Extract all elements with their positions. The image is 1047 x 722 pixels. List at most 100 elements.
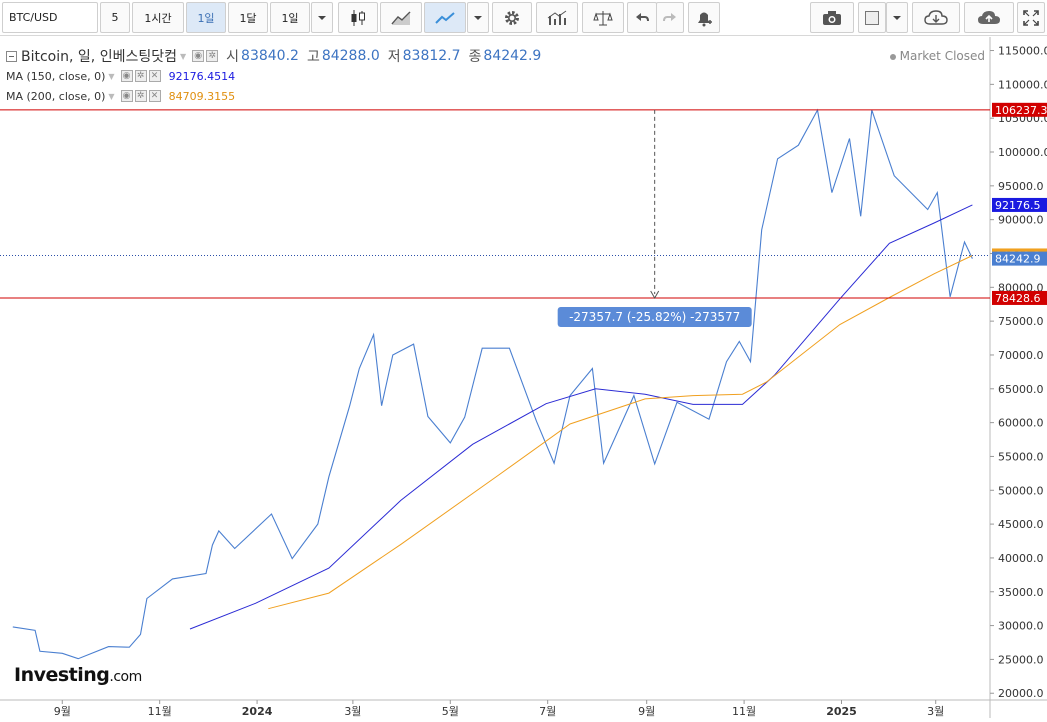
chevron-down-icon <box>318 15 326 20</box>
x-tick-label: 2024 <box>242 705 273 718</box>
undo-icon <box>636 12 649 21</box>
add-alert-button[interactable] <box>688 2 720 33</box>
chart-legend: Bitcoin, 일, 인베스팅닷컴 ▼ ◉ ✲ 시 83840.2 고 84288… <box>6 46 549 106</box>
fullscreen-button[interactable] <box>1017 2 1045 33</box>
settings-icon[interactable]: ✲ <box>206 50 219 62</box>
legend-title: Bitcoin, 일, 인베스팅닷컴 <box>21 49 177 65</box>
y-tick-label: 95000.0 <box>998 180 1044 193</box>
line-chart-button[interactable] <box>424 2 466 33</box>
y-tick-label: 75000.0 <box>998 315 1044 328</box>
measure-label: -27357.7 (-25.82%) -273577 <box>569 310 740 324</box>
ma150-value: 92176.4514 <box>168 69 236 83</box>
horizontal-line-tag <box>992 290 1047 305</box>
price-tag <box>992 251 1047 266</box>
y-tick-label: 50000.0 <box>998 484 1044 497</box>
bell-plus-icon <box>698 12 712 26</box>
x-tick-label: 11월 <box>732 705 756 718</box>
x-tick-label: 3월 <box>927 705 944 718</box>
y-tick-label: 40000.0 <box>998 552 1044 565</box>
cloud-download-icon <box>924 9 948 25</box>
collapse-icon[interactable] <box>6 50 17 62</box>
interval-1h-button[interactable]: 1시간 <box>132 2 184 33</box>
price-tag-label: 84242.9 <box>995 253 1041 266</box>
screenshot-button[interactable] <box>810 2 854 33</box>
close-icon[interactable]: ✕ <box>148 90 161 102</box>
settings-icon[interactable]: ✲ <box>134 90 147 102</box>
undo-button[interactable] <box>627 2 657 33</box>
chart-type-dropdown-button[interactable] <box>467 2 489 33</box>
interval-5-button[interactable]: 5 <box>100 2 130 33</box>
indicators-icon <box>547 10 567 25</box>
settings-button[interactable] <box>492 2 532 33</box>
chevron-down-icon <box>893 15 901 20</box>
ma200-value: 84709.3155 <box>168 89 236 103</box>
y-tick-label: 30000.0 <box>998 620 1044 633</box>
market-status-text: Market Closed <box>899 49 985 63</box>
ma200-label: MA (200, close, 0) <box>6 89 106 103</box>
mountain-chart-button[interactable] <box>380 2 422 33</box>
horizontal-line-tag <box>992 102 1047 117</box>
redo-icon <box>663 12 676 21</box>
cloud-upload-button[interactable] <box>964 2 1014 33</box>
chart-toolbar: BTC/USD 5 1시간 1일 1달 1일 <box>0 0 1047 36</box>
market-status: Market Closed <box>889 49 985 63</box>
open-value: 83840.2 <box>241 48 299 64</box>
y-tick-label: 70000.0 <box>998 349 1044 362</box>
y-tick-label: 90000.0 <box>998 214 1044 227</box>
y-tick-label: 60000.0 <box>998 417 1044 430</box>
y-tick-label: 20000.0 <box>998 687 1044 700</box>
x-tick-label: 5월 <box>442 705 459 718</box>
ma150-line <box>189 204 973 630</box>
interval-day-button[interactable]: 1일 <box>270 2 310 33</box>
investing-logo: Investing.com <box>14 664 142 686</box>
y-tick-label: 35000.0 <box>998 586 1044 599</box>
candlestick-button[interactable] <box>338 2 378 33</box>
status-dot-icon <box>889 53 896 60</box>
x-tick-label: 2025 <box>826 705 857 718</box>
redo-button[interactable] <box>656 2 684 33</box>
cloud-download-button[interactable] <box>912 2 960 33</box>
close-value: 84242.9 <box>483 48 542 64</box>
chart-series <box>12 108 973 660</box>
y-tick-label: 115000.0 <box>998 45 1047 58</box>
horizontal-line-tag-label: 106237.3 <box>995 104 1047 117</box>
mountain-chart-icon <box>391 10 411 25</box>
eye-icon[interactable]: ◉ <box>120 90 133 102</box>
cloud-upload-icon <box>978 10 1000 24</box>
camera-icon <box>823 10 841 25</box>
eye-icon[interactable]: ◉ <box>192 50 205 62</box>
high-value: 84288.0 <box>321 48 380 64</box>
measure-label-box <box>557 306 752 327</box>
chevron-down-icon <box>474 15 482 20</box>
indicators-button[interactable] <box>536 2 578 33</box>
gear-icon <box>505 10 519 25</box>
x-tick-label: 9월 <box>54 705 71 718</box>
price-chart[interactable]: 115000.0110000.0105000.0100000.095000.09… <box>0 37 1047 718</box>
close-icon[interactable]: ✕ <box>148 70 161 82</box>
fullscreen-icon <box>1023 9 1039 26</box>
eye-icon[interactable]: ◉ <box>120 70 133 82</box>
low-label: 저 <box>387 49 401 65</box>
price-tag-label: 92176.5 <box>995 199 1041 212</box>
compare-button[interactable] <box>582 2 624 33</box>
measure-arrow-icon <box>650 290 660 299</box>
logo-name: Investing <box>14 664 110 686</box>
horizontal-line-tag-label: 78428.6 <box>995 292 1041 305</box>
y-tick-label: 55000.0 <box>998 450 1044 463</box>
interval-dropdown-button[interactable] <box>311 2 333 33</box>
logo-suffix: .com <box>109 669 142 685</box>
price-line <box>12 108 973 660</box>
color-dropdown-button[interactable] <box>886 2 908 33</box>
interval-1mo-button[interactable]: 1달 <box>228 2 268 33</box>
settings-icon[interactable]: ✲ <box>134 70 147 82</box>
x-tick-label: 11월 <box>148 705 172 718</box>
interval-1d-button[interactable]: 1일 <box>186 2 226 33</box>
ma150-dropdown-icon[interactable]: ▼ <box>108 71 115 81</box>
color-picker-button[interactable] <box>858 2 886 33</box>
chart-area[interactable]: 115000.0 110000.0 105000.0 100000.0 95000.0 9… <box>0 37 1047 718</box>
symbol-field[interactable]: BTC/USD <box>2 2 98 33</box>
legend-dropdown-icon[interactable]: ▼ <box>179 51 187 61</box>
chart-overlays: -27357.7 (-25.82%) -273577 <box>0 109 990 327</box>
ma200-dropdown-icon[interactable]: ▼ <box>108 91 115 101</box>
high-label: 고 <box>306 49 320 65</box>
